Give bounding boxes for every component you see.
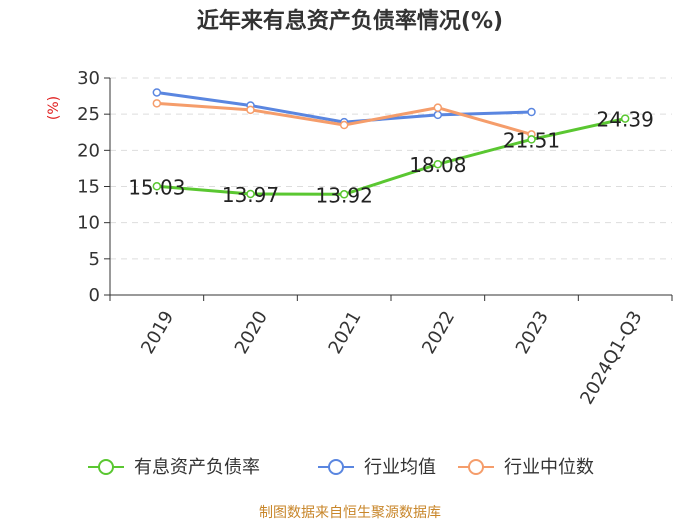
y-tick-label: 15 — [77, 177, 100, 198]
data-point — [433, 110, 443, 120]
legend-label[interactable]: 行业均值 — [364, 457, 436, 478]
data-point — [246, 105, 255, 115]
data-label: 15.03 — [128, 175, 185, 199]
x-tick-label: 2021 — [324, 307, 365, 357]
data-point — [246, 189, 255, 199]
data-point — [527, 135, 536, 144]
y-tick-label: 30 — [77, 68, 100, 89]
legend[interactable]: 有息资产负债率 行业均值 行业中位数 — [88, 457, 594, 478]
series-lines — [152, 88, 630, 199]
legend-marker[interactable] — [98, 459, 114, 475]
x-tick-label: 2020 — [231, 307, 272, 357]
data-point — [339, 190, 349, 199]
legend-label[interactable]: 有息资产负债率 — [134, 457, 260, 478]
data-point — [339, 120, 349, 130]
data-label: 24.39 — [597, 108, 654, 132]
data-point — [433, 159, 443, 169]
x-tick-label: 2019 — [137, 307, 178, 357]
data-point — [152, 88, 162, 97]
data-point — [527, 107, 536, 117]
y-tick-label: 25 — [77, 104, 100, 125]
data-label: 13.97 — [222, 183, 279, 207]
data-label: 21.51 — [503, 128, 560, 152]
y-tick-label: 10 — [77, 213, 100, 234]
data-label: 18.08 — [409, 153, 466, 177]
data-point — [152, 182, 162, 191]
x-tick-label: 2024Q1-Q3 — [576, 307, 646, 408]
legend-marker[interactable] — [468, 459, 484, 475]
y-axis-unit: (%) — [46, 96, 62, 120]
series-line — [156, 117, 626, 196]
legend-label[interactable]: 行业中位数 — [504, 457, 594, 478]
data-point — [620, 114, 630, 123]
data-point — [433, 103, 443, 112]
chart-title: 近年来有息资产负债率情况(%) — [197, 8, 503, 34]
legend-marker[interactable] — [328, 459, 344, 475]
data-labels: 15.03 13.97 13.92 18.08 21.51 24.39 — [128, 108, 654, 208]
y-tick-label: 5 — [89, 249, 100, 270]
footer-source: 制图数据来自恒生聚源数据库 — [259, 505, 441, 521]
grid-lines — [110, 77, 672, 260]
data-label: 13.92 — [316, 183, 373, 207]
x-tick-label: 2022 — [418, 307, 459, 357]
x-tick-label: 2023 — [512, 307, 553, 357]
data-point — [152, 99, 162, 108]
y-tick-label: 0 — [89, 285, 100, 306]
y-tick-label: 20 — [77, 140, 100, 161]
